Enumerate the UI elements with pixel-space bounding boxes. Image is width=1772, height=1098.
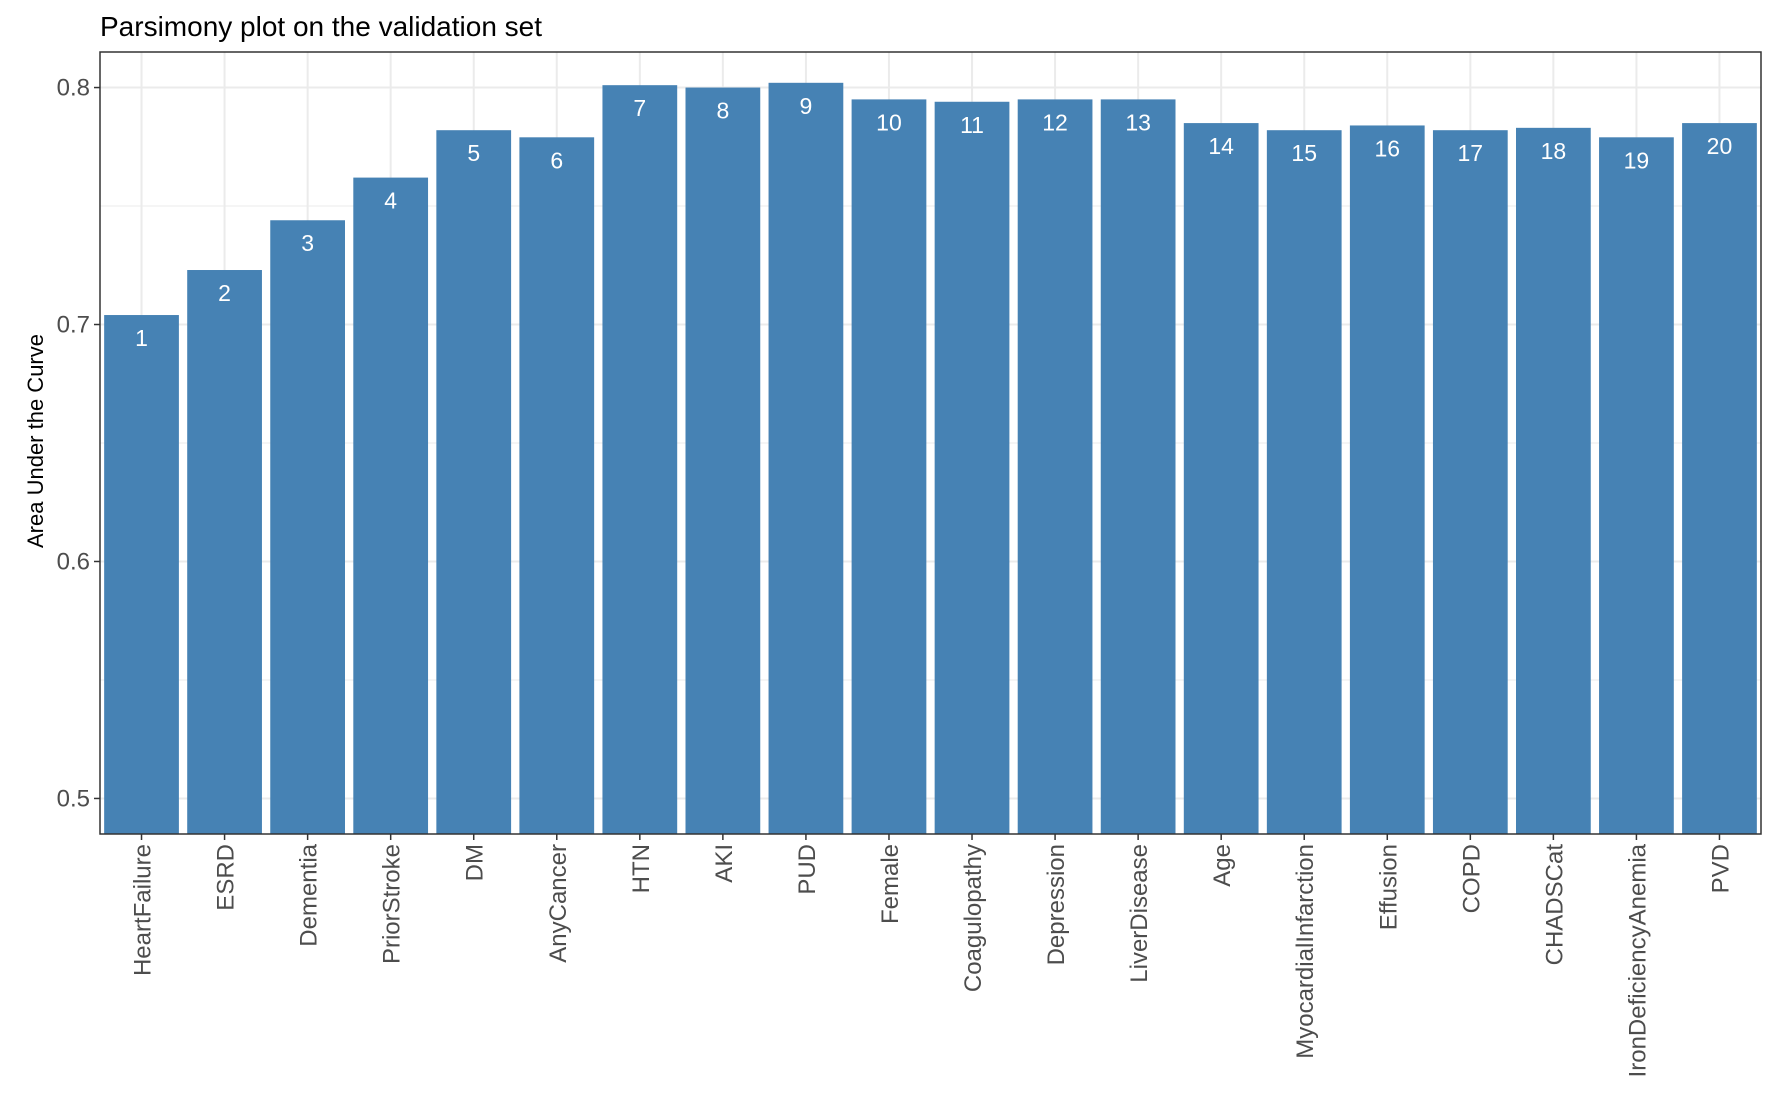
- bar-PUD: [768, 82, 844, 835]
- y-tick-label: 0.6: [57, 548, 90, 575]
- bar-CHADSCat: [1516, 127, 1591, 834]
- bar-PriorStroke: [353, 177, 429, 834]
- x-tick-label-LiverDisease: LiverDisease: [1126, 844, 1153, 983]
- bar-label-2: 2: [218, 280, 231, 306]
- x-tick-label-Dementia: Dementia: [296, 843, 323, 946]
- bar-label-13: 13: [1125, 109, 1151, 135]
- bar-AKI: [685, 87, 761, 834]
- bar-AnyCancer: [519, 137, 595, 835]
- x-tick-label-COPD: COPD: [1458, 844, 1485, 913]
- x-tick-label-IronDeficiencyAnemia: IronDeficiencyAnemia: [1624, 843, 1651, 1077]
- bar-label-9: 9: [800, 93, 813, 119]
- bar-IronDeficiencyAnemia: [1599, 137, 1674, 835]
- x-tick-label-MyocardialInfarction: MyocardialInfarction: [1292, 844, 1319, 1059]
- y-tick-label: 0.8: [57, 75, 90, 102]
- bar-label-7: 7: [633, 95, 646, 121]
- bar-Age: [1183, 123, 1259, 834]
- bar-Female: [851, 99, 927, 835]
- bar-HTN: [602, 85, 678, 834]
- x-tick-label-Coagulopathy: Coagulopathy: [960, 844, 987, 992]
- bar-label-6: 6: [550, 147, 563, 173]
- y-tick-label: 0.5: [57, 785, 90, 812]
- bar-label-19: 19: [1624, 147, 1650, 173]
- x-tick-label-DM: DM: [462, 844, 489, 881]
- panel-border: [99, 51, 1762, 835]
- bar-label-8: 8: [716, 98, 729, 124]
- bar-label-10: 10: [876, 109, 902, 135]
- bar-Coagulopathy: [934, 101, 1010, 835]
- y-axis-title: Area Under the Curve: [23, 334, 48, 548]
- bar-label-17: 17: [1458, 140, 1484, 166]
- x-tick-label-PVD: PVD: [1707, 844, 1734, 893]
- x-tick-label-Age: Age: [1209, 844, 1236, 887]
- bar-label-4: 4: [384, 188, 397, 214]
- bar-label-11: 11: [960, 112, 984, 138]
- bar-LiverDisease: [1100, 99, 1176, 835]
- x-tick-label-PriorStroke: PriorStroke: [379, 844, 406, 964]
- bar-label-12: 12: [1042, 109, 1068, 135]
- x-tick-label-PUD: PUD: [794, 844, 821, 895]
- bar-label-14: 14: [1208, 133, 1234, 159]
- bar-label-15: 15: [1291, 140, 1317, 166]
- bar-Depression: [1017, 99, 1093, 835]
- x-tick-label-HTN: HTN: [628, 844, 655, 893]
- bar-MyocardialInfarction: [1266, 130, 1342, 834]
- bar-HeartFailure: [104, 315, 179, 834]
- bar-label-20: 20: [1707, 133, 1733, 159]
- bar-Dementia: [270, 220, 345, 835]
- bar-label-5: 5: [467, 140, 480, 166]
- bar-Effusion: [1349, 125, 1425, 834]
- bar-label-18: 18: [1541, 138, 1567, 164]
- y-tick-label: 0.7: [57, 312, 90, 339]
- x-tick-label-Depression: Depression: [1043, 844, 1070, 965]
- x-tick-label-HeartFailure: HeartFailure: [130, 844, 157, 976]
- chart-title: Parsimony plot on the validation set: [100, 11, 542, 42]
- bar-DM: [436, 130, 512, 834]
- bar-ESRD: [187, 270, 262, 835]
- x-tick-label-AnyCancer: AnyCancer: [545, 844, 572, 963]
- x-tick-label-CHADSCat: CHADSCat: [1541, 844, 1568, 966]
- x-tick-label-Effusion: Effusion: [1375, 844, 1402, 930]
- bar-label-16: 16: [1374, 135, 1400, 161]
- bar-PVD: [1682, 123, 1757, 834]
- bar-COPD: [1432, 130, 1508, 834]
- x-tick-label-AKI: AKI: [711, 844, 738, 883]
- bar-label-1: 1: [135, 325, 148, 351]
- x-tick-label-Female: Female: [877, 844, 904, 924]
- bar-label-3: 3: [301, 230, 314, 256]
- x-tick-label-ESRD: ESRD: [213, 844, 240, 911]
